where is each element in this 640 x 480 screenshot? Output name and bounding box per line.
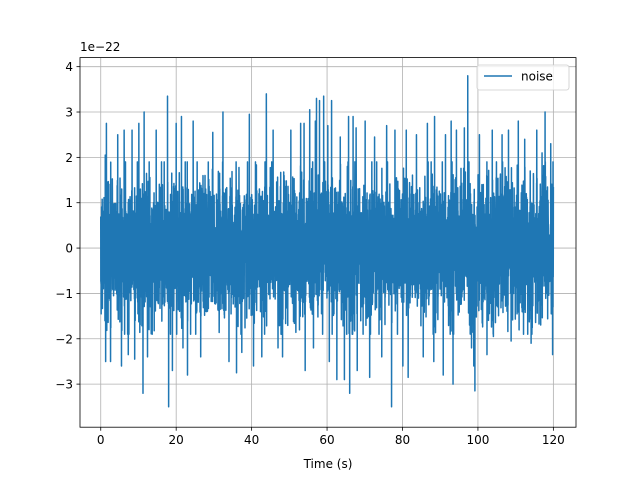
legend: noise (476, 64, 570, 91)
data-layer (100, 74, 555, 408)
x-tick-label: 80 (395, 433, 410, 447)
series-line-noise (100, 74, 555, 408)
axis-ticks: 0 20 40 60 80 100 120 −3 −2 −1 0 1 2 3 4 (55, 60, 565, 447)
y-offset-text: 1e−22 (80, 40, 120, 54)
y-tick-label: −2 (55, 332, 73, 346)
x-tick-label: 120 (542, 433, 565, 447)
y-tick-label: 4 (65, 60, 73, 74)
y-tick-label: 2 (65, 151, 73, 165)
y-tick-label: 1 (65, 196, 73, 210)
x-tick-label: 60 (319, 433, 334, 447)
x-tick-label: 0 (97, 433, 105, 447)
y-tick-label: −1 (55, 287, 73, 301)
x-axis-label: Time (s) (303, 457, 353, 471)
legend-label-noise: noise (521, 70, 553, 84)
legend-box (476, 64, 570, 91)
y-tick-label: −3 (55, 378, 73, 392)
y-tick-label: 3 (65, 106, 73, 120)
x-tick-label: 40 (244, 433, 259, 447)
x-tick-label: 100 (466, 433, 489, 447)
y-tick-label: 0 (65, 242, 73, 256)
plot-frame (79, 57, 577, 428)
x-tick-label: 20 (169, 433, 184, 447)
